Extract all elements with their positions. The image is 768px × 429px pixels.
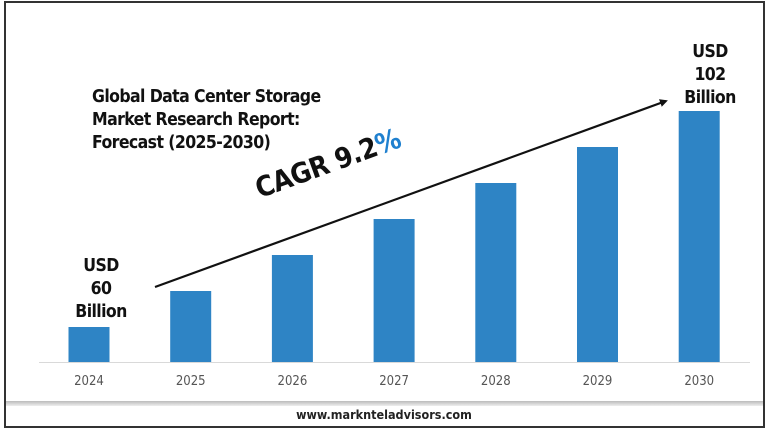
chart-title: Global Data Center Storage Market Resear… (92, 86, 321, 155)
label-line: USD (83, 256, 119, 276)
bar-2030 (678, 111, 720, 362)
chart-frame (4, 1, 765, 428)
title-line: Forecast (2025-2030) (92, 133, 271, 153)
start-value-label: USD 60 Billion (66, 255, 136, 324)
footer-divider (6, 401, 763, 406)
label-line: USD (692, 42, 728, 62)
x-tick-label: 2029 (583, 374, 613, 389)
bar-2024 (68, 327, 110, 362)
end-value-label: USD 102 Billion (674, 41, 746, 110)
bar-2027 (373, 219, 415, 362)
title-line: Global Data Center Storage (92, 87, 321, 107)
x-tick-label: 2027 (379, 374, 409, 389)
label-line: 60 (90, 279, 112, 299)
label-line: Billion (684, 88, 736, 108)
x-tick-label: 2028 (481, 374, 511, 389)
label-line: 102 (694, 65, 726, 85)
label-line: Billion (75, 302, 127, 322)
x-tick-label: 2025 (176, 374, 206, 389)
bar-2028 (475, 183, 517, 362)
bar-2025 (170, 291, 212, 362)
footer-url: www.marknteladvisors.com (296, 407, 472, 422)
growth-arrow (154, 99, 668, 289)
x-tick-label: 2024 (74, 374, 104, 389)
x-tick-label: 2026 (278, 374, 308, 389)
bar-2026 (271, 255, 313, 362)
title-line: Market Research Report: (92, 110, 300, 130)
bar-2029 (577, 147, 618, 362)
x-tick-label: 2030 (684, 374, 714, 389)
